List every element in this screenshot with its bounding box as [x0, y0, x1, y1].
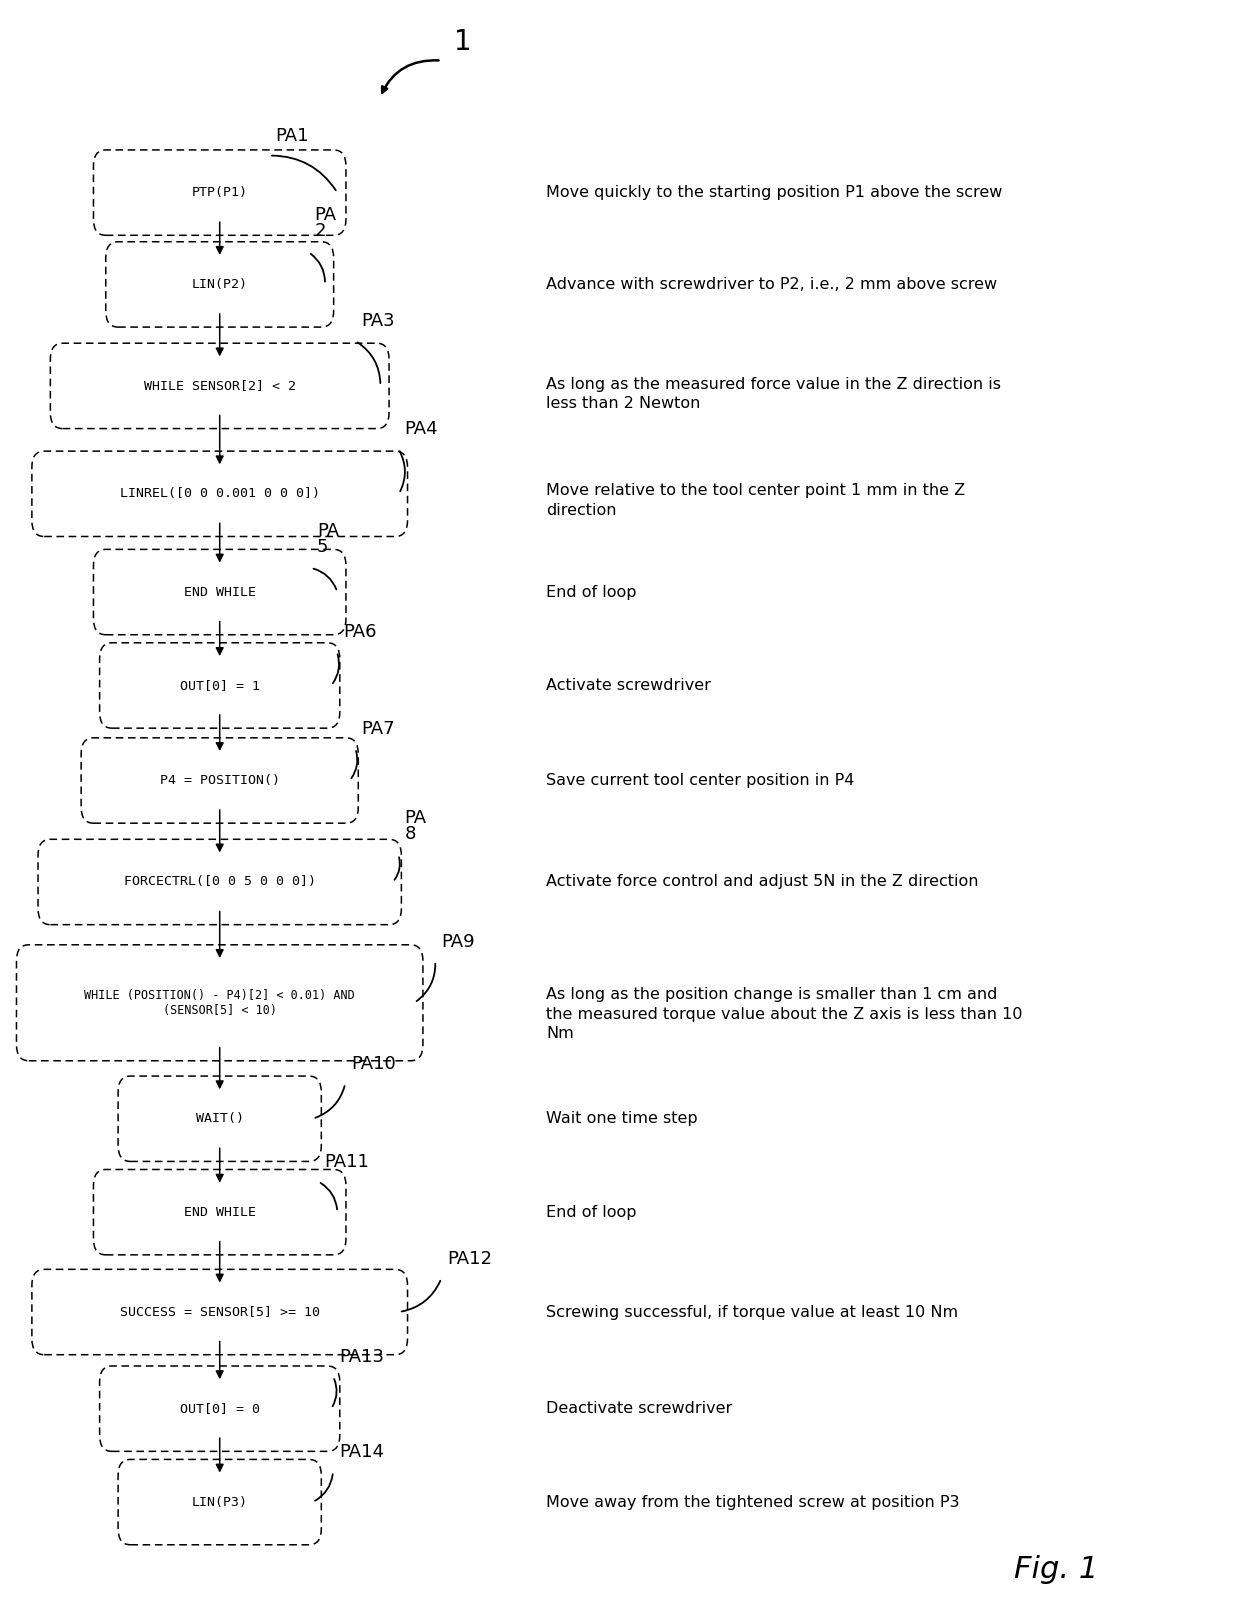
Text: OUT[0] = 1: OUT[0] = 1	[180, 678, 259, 691]
Text: PA14: PA14	[340, 1443, 384, 1462]
Text: As long as the measured force value in the Z direction is
less than 2 Newton: As long as the measured force value in t…	[546, 377, 1001, 411]
Text: WHILE SENSOR[2] < 2: WHILE SENSOR[2] < 2	[144, 379, 295, 392]
Text: PA
2: PA 2	[315, 206, 337, 240]
Text: PA
8: PA 8	[404, 808, 427, 842]
Text: Wait one time step: Wait one time step	[546, 1111, 698, 1127]
Text: PA3: PA3	[361, 312, 396, 330]
Text: Fig. 1: Fig. 1	[1014, 1556, 1099, 1585]
Text: END WHILE: END WHILE	[184, 586, 255, 599]
Text: LIN(P3): LIN(P3)	[192, 1496, 248, 1509]
Text: As long as the position change is smaller than 1 cm and
the measured torque valu: As long as the position change is smalle…	[546, 986, 1023, 1041]
Text: Move relative to the tool center point 1 mm in the Z
direction: Move relative to the tool center point 1…	[546, 482, 965, 518]
Text: Move quickly to the starting position P1 above the screw: Move quickly to the starting position P1…	[546, 185, 1002, 201]
Text: Activate force control and adjust 5N in the Z direction: Activate force control and adjust 5N in …	[546, 874, 978, 889]
FancyBboxPatch shape	[118, 1077, 321, 1161]
Text: OUT[0] = 0: OUT[0] = 0	[180, 1402, 259, 1415]
Text: Screwing successful, if torque value at least 10 Nm: Screwing successful, if torque value at …	[546, 1305, 959, 1319]
Text: PTP(P1): PTP(P1)	[192, 186, 248, 199]
FancyBboxPatch shape	[81, 738, 358, 822]
Text: 1: 1	[454, 28, 471, 55]
Text: LIN(P2): LIN(P2)	[192, 278, 248, 291]
FancyBboxPatch shape	[32, 1269, 408, 1355]
FancyBboxPatch shape	[99, 643, 340, 729]
Text: PA
5: PA 5	[317, 521, 339, 555]
Text: FORCECTRL([0 0 5 0 0 0]): FORCECTRL([0 0 5 0 0 0])	[124, 876, 316, 889]
FancyBboxPatch shape	[93, 151, 346, 235]
FancyBboxPatch shape	[32, 452, 408, 536]
Text: PA4: PA4	[404, 421, 438, 439]
Text: WHILE (POSITION() - P4)[2] < 0.01) AND
(SENSOR[5] < 10): WHILE (POSITION() - P4)[2] < 0.01) AND (…	[84, 989, 355, 1017]
Text: PA9: PA9	[441, 933, 475, 950]
Text: Advance with screwdriver to P2, i.e., 2 mm above screw: Advance with screwdriver to P2, i.e., 2 …	[546, 277, 997, 291]
Text: PA6: PA6	[343, 623, 377, 641]
FancyBboxPatch shape	[93, 1169, 346, 1255]
Text: Save current tool center position in P4: Save current tool center position in P4	[546, 772, 854, 788]
Text: PA1: PA1	[275, 128, 309, 146]
FancyBboxPatch shape	[51, 343, 389, 429]
FancyBboxPatch shape	[118, 1459, 321, 1545]
Text: WAIT(): WAIT()	[196, 1112, 244, 1125]
Text: End of loop: End of loop	[546, 1205, 636, 1219]
Text: PA13: PA13	[340, 1349, 384, 1366]
FancyBboxPatch shape	[93, 549, 346, 635]
Text: Move away from the tightened screw at position P3: Move away from the tightened screw at po…	[546, 1494, 960, 1509]
Text: PA7: PA7	[361, 720, 396, 738]
FancyBboxPatch shape	[16, 945, 423, 1060]
Text: Deactivate screwdriver: Deactivate screwdriver	[546, 1400, 733, 1417]
Text: SUCCESS = SENSOR[5] >= 10: SUCCESS = SENSOR[5] >= 10	[120, 1305, 320, 1318]
FancyBboxPatch shape	[99, 1366, 340, 1451]
Text: End of loop: End of loop	[546, 584, 636, 599]
Text: END WHILE: END WHILE	[184, 1206, 255, 1219]
Text: P4 = POSITION(): P4 = POSITION()	[160, 774, 280, 787]
Text: LINREL([0 0 0.001 0 0 0]): LINREL([0 0 0.001 0 0 0])	[120, 487, 320, 500]
Text: PA12: PA12	[448, 1250, 492, 1268]
FancyBboxPatch shape	[105, 241, 334, 327]
FancyBboxPatch shape	[38, 839, 402, 924]
Text: Activate screwdriver: Activate screwdriver	[546, 678, 711, 693]
Text: PA11: PA11	[325, 1153, 370, 1171]
Text: PA10: PA10	[351, 1056, 397, 1073]
